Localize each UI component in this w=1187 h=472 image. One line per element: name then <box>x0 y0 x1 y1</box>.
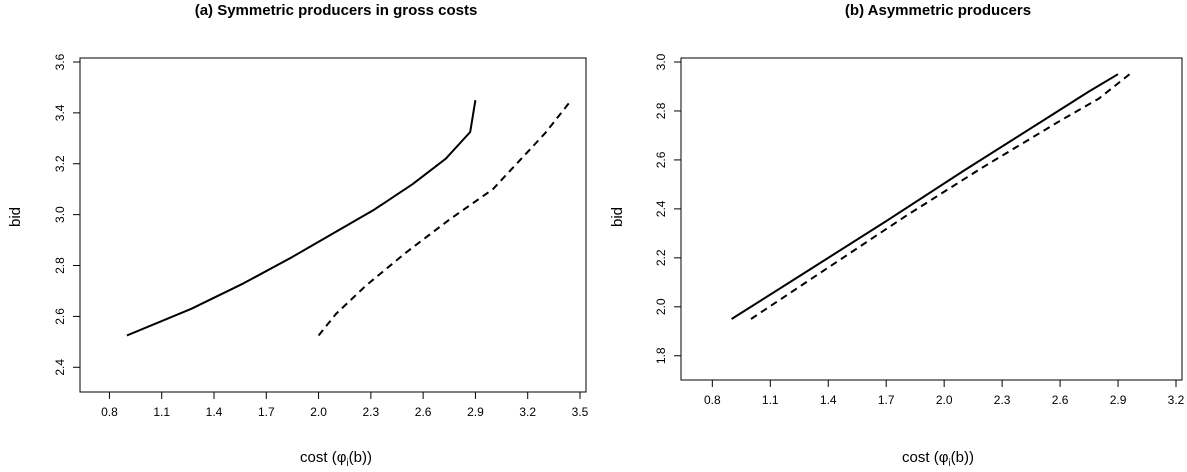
panel-a-y-tick-label: 2.4 <box>53 359 67 376</box>
panel-b-x-tick-label: 2.3 <box>994 393 1011 407</box>
panel-a-x-tick-label: 1.4 <box>206 405 223 419</box>
panel-b-x-tick-label: 1.7 <box>878 393 895 407</box>
panel-a-x-label: cost (φi(b)) <box>300 449 372 469</box>
panel-a-x-axis: 0.8 1.1 1.4 1.7 2.0 2.3 2.6 2.9 3.2 3.5 <box>101 391 589 419</box>
panel-a-plot-frame <box>79 57 587 393</box>
panel-a-y-label: bid <box>7 207 24 227</box>
panel-a-title: (a) Symmetric producers in gross costs <box>195 2 478 19</box>
panel-b-y-tick-label: 2.8 <box>654 102 668 119</box>
panel-a-x-tick-label: 0.8 <box>101 405 118 419</box>
panel-b-series-dashed-line <box>750 73 1131 320</box>
panel-b-y-tick-label: 2.4 <box>654 200 668 217</box>
panel-a-y-tick-label: 2.8 <box>53 257 67 274</box>
panel-b-x-tick-label: 2.6 <box>1052 393 1069 407</box>
panel-b-y-tick-label: 2.6 <box>654 151 668 168</box>
panel-a-y-tick-label: 3.0 <box>53 206 67 223</box>
panel-b-plot-frame <box>680 57 1183 381</box>
panel-a-x-tick-label: 2.3 <box>363 405 380 419</box>
panel-a-x-tick-label: 1.1 <box>153 405 170 419</box>
panel-b-x-tick-label: 1.4 <box>820 393 837 407</box>
panel-a-x-tick-label: 3.5 <box>572 405 589 419</box>
panel-b-x-tick-label: 3.2 <box>1168 393 1185 407</box>
panel-b-x-tick-label: 1.1 <box>762 393 779 407</box>
panel-a-x-tick-label: 2.0 <box>310 405 327 419</box>
panel-b-y-label: bid <box>609 207 626 227</box>
panel-b-series-solid-line <box>731 73 1119 320</box>
panel-b-x-tick-label: 2.9 <box>1110 393 1127 407</box>
panel-a-y-axis: 2.4 2.6 2.8 3.0 3.2 3.4 3.6 <box>53 53 81 376</box>
panel-a-y-tick-label: 3.2 <box>53 155 67 172</box>
panel-a-x-tick-label: 3.2 <box>519 405 536 419</box>
panel-a-series-solid-line <box>126 100 477 337</box>
panel-a-y-tick-label: 3.4 <box>53 104 67 121</box>
panel-b: (b) Asymmetric producers bid cost (φi(b)… <box>609 2 1185 469</box>
panel-b-y-tick-label: 1.8 <box>654 347 668 364</box>
panel-a-y-tick-label: 2.6 <box>53 308 67 325</box>
panel-b-title: (b) Asymmetric producers <box>845 2 1031 19</box>
panel-b-x-axis: 0.8 1.1 1.4 1.7 2.0 2.3 2.6 2.9 3.2 <box>704 379 1185 407</box>
panel-a-y-tick-label: 3.6 <box>53 53 67 70</box>
panel-b-x-label: cost (φi(b)) <box>902 449 974 469</box>
panel-b-y-tick-label: 3.0 <box>654 53 668 70</box>
panel-b-x-tick-label: 2.0 <box>936 393 953 407</box>
panel-b-y-axis: 1.8 2.0 2.2 2.4 2.6 2.8 3.0 <box>654 53 682 364</box>
panel-a-x-tick-label: 2.6 <box>415 405 432 419</box>
panel-a-series-dashed-line <box>317 99 573 337</box>
panel-b-x-tick-label: 0.8 <box>704 393 721 407</box>
panel-b-y-tick-label: 2.2 <box>654 249 668 266</box>
panel-b-y-tick-label: 2.0 <box>654 298 668 315</box>
panel-a: (a) Symmetric producers in gross costs b… <box>7 2 589 469</box>
panel-a-x-tick-label: 1.7 <box>258 405 275 419</box>
panel-a-x-tick-label: 2.9 <box>467 405 484 419</box>
